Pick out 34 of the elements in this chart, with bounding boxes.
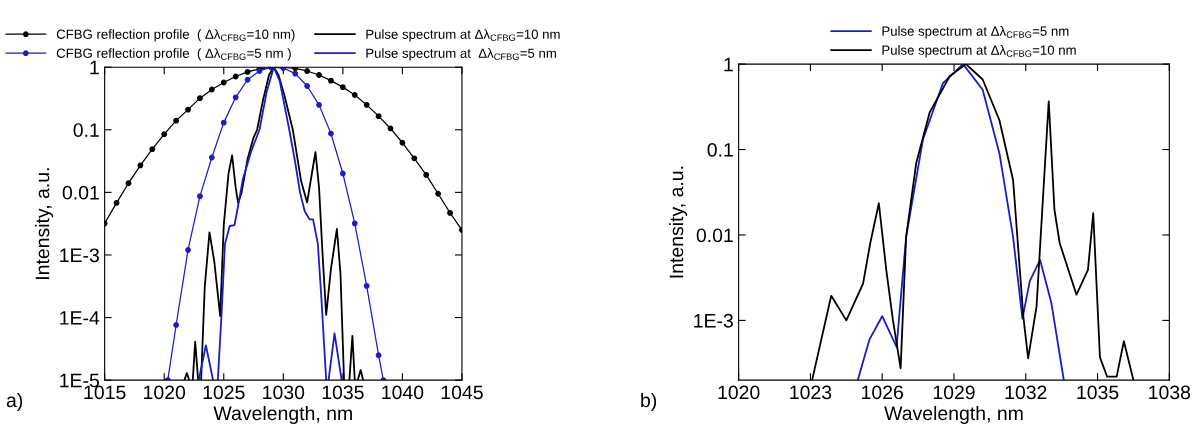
text: b) bbox=[641, 392, 657, 412]
x-tick-label: 1020 bbox=[144, 385, 186, 400]
y-tick-label: 0.01 bbox=[696, 228, 733, 243]
y-tick-label: 1E-3 bbox=[694, 313, 733, 328]
x-tick-label: 1026 bbox=[862, 385, 903, 400]
legend-label: Pulse spectrum at Δλ$_{CFBG}$=5 nm bbox=[882, 26, 1069, 39]
y-tick-label: 0.1 bbox=[707, 143, 733, 157]
text: a) bbox=[6, 392, 23, 412]
y-tick-label: 1 bbox=[724, 57, 733, 72]
x-tick-label: 1030 bbox=[263, 385, 305, 400]
x-tick-label: 1025 bbox=[203, 385, 245, 400]
y-tick-label: 1 bbox=[90, 60, 99, 75]
y-axis-title: Intensity, a.u. bbox=[669, 166, 688, 278]
x-tick-label: 1040 bbox=[382, 385, 424, 400]
legend-label: Pulse spectrum at Δλ$_{CFBG}$=10 nm bbox=[366, 29, 560, 42]
x-tick-label: 1020 bbox=[718, 385, 760, 400]
y-tick-label: 1E-3 bbox=[60, 248, 99, 263]
legend-label: CFBG reflection profile ( Δλ$_{CFBG}$=5 nm ) bbox=[56, 48, 291, 61]
y-tick-label: 0.1 bbox=[73, 123, 99, 138]
x-tick-label: 1023 bbox=[790, 385, 832, 400]
legend-label: Pulse spectrum at Δλ$_{CFBG}$=5 nm bbox=[366, 48, 556, 61]
y-axis-title: Intensity, a.u. bbox=[35, 168, 54, 279]
x-axis-title: Wavelength, nm bbox=[213, 405, 352, 425]
legend-label: CFBG reflection profile ( Δλ$_{CFBG}$=10 nm) bbox=[56, 29, 295, 42]
legend-label: Pulse spectrum at Δλ$_{CFBG}$=10 nm bbox=[882, 45, 1076, 58]
x-tick-label: 1032 bbox=[1005, 385, 1047, 400]
y-tick-label: 0.01 bbox=[62, 185, 99, 200]
x-tick-label: 1045 bbox=[441, 385, 483, 400]
x-tick-label: 1035 bbox=[322, 385, 364, 400]
x-tick-label: 1035 bbox=[1077, 385, 1119, 400]
x-tick-label: 1029 bbox=[933, 385, 975, 400]
x-tick-label: 1038 bbox=[1149, 385, 1191, 400]
y-tick-label: 1E-4 bbox=[60, 311, 100, 325]
x-axis-title: Wavelength, nm bbox=[884, 405, 1023, 425]
